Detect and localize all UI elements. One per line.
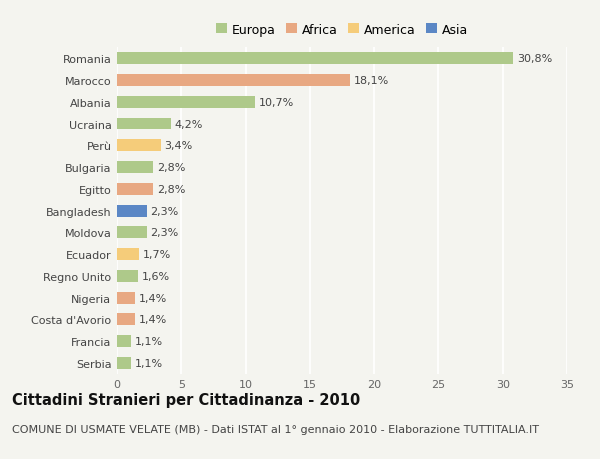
Bar	[117, 336, 131, 347]
Bar	[117, 314, 135, 326]
Text: 1,4%: 1,4%	[139, 293, 167, 303]
Text: 2,3%: 2,3%	[151, 228, 179, 238]
Text: 3,4%: 3,4%	[164, 141, 193, 151]
Bar	[117, 357, 131, 369]
Text: 4,2%: 4,2%	[175, 119, 203, 129]
Text: 1,7%: 1,7%	[143, 250, 171, 260]
Bar	[117, 162, 153, 174]
Bar	[117, 184, 153, 196]
Legend: Europa, Africa, America, Asia: Europa, Africa, America, Asia	[211, 18, 473, 41]
Text: 10,7%: 10,7%	[259, 97, 293, 107]
Bar	[117, 75, 350, 87]
Text: 2,3%: 2,3%	[151, 206, 179, 216]
Text: 30,8%: 30,8%	[517, 54, 552, 64]
Bar	[117, 249, 139, 261]
Text: 1,1%: 1,1%	[135, 358, 163, 368]
Text: 18,1%: 18,1%	[353, 76, 389, 86]
Bar	[117, 270, 137, 282]
Text: Cittadini Stranieri per Cittadinanza - 2010: Cittadini Stranieri per Cittadinanza - 2…	[12, 392, 360, 408]
Text: 1,1%: 1,1%	[135, 336, 163, 347]
Text: 1,4%: 1,4%	[139, 315, 167, 325]
Bar	[117, 140, 161, 152]
Text: 2,8%: 2,8%	[157, 162, 185, 173]
Bar	[117, 118, 171, 130]
Bar	[117, 205, 146, 217]
Bar	[117, 96, 254, 108]
Text: 1,6%: 1,6%	[142, 271, 170, 281]
Bar	[117, 292, 135, 304]
Text: COMUNE DI USMATE VELATE (MB) - Dati ISTAT al 1° gennaio 2010 - Elaborazione TUTT: COMUNE DI USMATE VELATE (MB) - Dati ISTA…	[12, 425, 539, 435]
Bar	[117, 53, 513, 65]
Bar	[117, 227, 146, 239]
Text: 2,8%: 2,8%	[157, 185, 185, 195]
